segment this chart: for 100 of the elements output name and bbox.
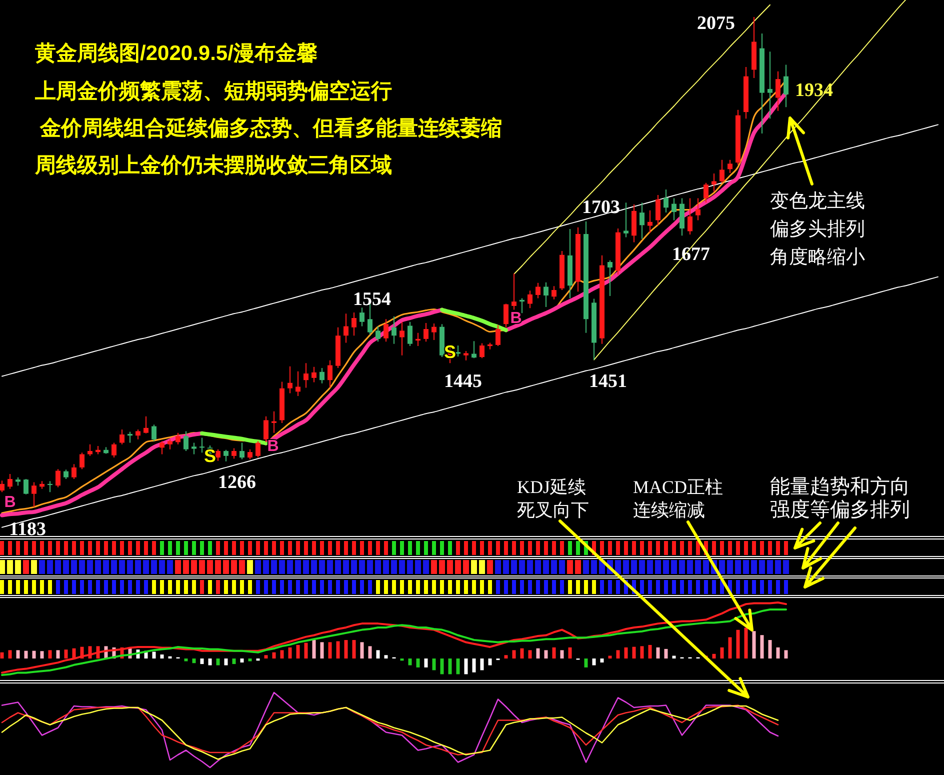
annotation: MACD正柱连续缩减	[633, 477, 724, 520]
candlestick	[328, 360, 332, 388]
candlestick	[664, 188, 668, 214]
candlestick	[168, 438, 172, 450]
bar	[512, 650, 516, 658]
candlestick	[424, 322, 428, 342]
bar	[248, 658, 252, 662]
candlestick	[152, 424, 156, 442]
candlestick	[120, 429, 124, 445]
candlestick	[112, 442, 116, 458]
candlestick	[480, 342, 484, 359]
candlestick	[392, 316, 396, 344]
candlestick	[464, 350, 468, 361]
candlestick	[696, 198, 700, 221]
bar	[384, 655, 388, 658]
candlestick	[320, 368, 324, 384]
bar	[16, 650, 20, 658]
bar	[304, 642, 308, 658]
candlestick	[624, 202, 628, 238]
bar	[0, 652, 4, 658]
bar	[360, 642, 364, 658]
bar	[752, 631, 756, 658]
candlestick	[384, 318, 388, 342]
candlestick	[352, 312, 356, 336]
bar	[624, 647, 628, 658]
bar	[664, 648, 668, 658]
candlestick	[256, 440, 260, 458]
bar	[64, 650, 68, 658]
bar	[528, 650, 532, 658]
candlestick	[312, 366, 316, 383]
candlestick	[656, 194, 660, 226]
candlestick	[720, 159, 724, 184]
candlestick	[64, 469, 68, 480]
candlestick	[344, 313, 348, 344]
candlestick	[472, 340, 476, 359]
bar	[216, 658, 220, 666]
candlestick	[32, 482, 36, 508]
annotation: S	[204, 446, 216, 466]
bar	[40, 651, 44, 658]
candlestick	[608, 260, 612, 297]
candlestick	[712, 173, 716, 192]
candlestick	[160, 440, 164, 455]
candlestick	[240, 442, 244, 460]
bar	[48, 650, 52, 658]
bar	[592, 658, 596, 666]
bar	[328, 642, 332, 658]
candlestick	[288, 366, 292, 394]
bar	[336, 641, 340, 658]
bar	[24, 650, 28, 658]
annotation: 1554	[353, 289, 392, 310]
candlestick	[88, 444, 92, 456]
bar	[440, 658, 444, 674]
candlestick	[416, 332, 420, 347]
bar	[784, 650, 788, 658]
bar	[32, 650, 36, 658]
candlestick	[704, 182, 708, 204]
candlestick	[232, 448, 236, 460]
annotation: 2075	[697, 13, 735, 34]
bar	[416, 658, 420, 668]
bar	[640, 646, 644, 658]
annotation: 1266	[218, 472, 256, 493]
bar	[56, 650, 60, 658]
bar	[344, 640, 348, 658]
bar	[272, 652, 276, 658]
bar	[200, 658, 204, 664]
bar	[672, 656, 676, 658]
candlestick	[768, 51, 772, 120]
annotation: 1445	[444, 371, 482, 392]
bar	[720, 647, 724, 658]
bar	[448, 658, 452, 674]
candlestick	[408, 321, 412, 347]
bar	[232, 658, 236, 664]
bar	[472, 658, 476, 672]
bar	[368, 646, 372, 658]
bar	[584, 658, 588, 668]
candlestick	[672, 198, 676, 221]
bar	[288, 647, 292, 658]
bar	[240, 658, 244, 662]
bar	[568, 647, 572, 658]
candlestick	[648, 210, 652, 234]
bar	[408, 658, 412, 666]
bar	[632, 646, 636, 658]
candlestick	[776, 70, 780, 112]
candlestick	[512, 273, 516, 310]
annotation: B	[510, 310, 522, 327]
bar	[760, 635, 764, 658]
candlestick	[432, 323, 436, 340]
candlestick	[528, 290, 532, 309]
candlestick	[128, 431, 132, 444]
bar	[280, 650, 284, 658]
bar	[560, 650, 564, 658]
candlestick	[272, 410, 276, 434]
candlestick	[224, 449, 228, 462]
candlestick	[400, 321, 404, 356]
candlestick	[200, 437, 204, 454]
text: 1183	[9, 519, 46, 540]
bar	[536, 648, 540, 658]
bar	[544, 650, 548, 658]
bar	[552, 647, 556, 658]
annotation: KDJ延续死叉向下	[517, 477, 589, 520]
